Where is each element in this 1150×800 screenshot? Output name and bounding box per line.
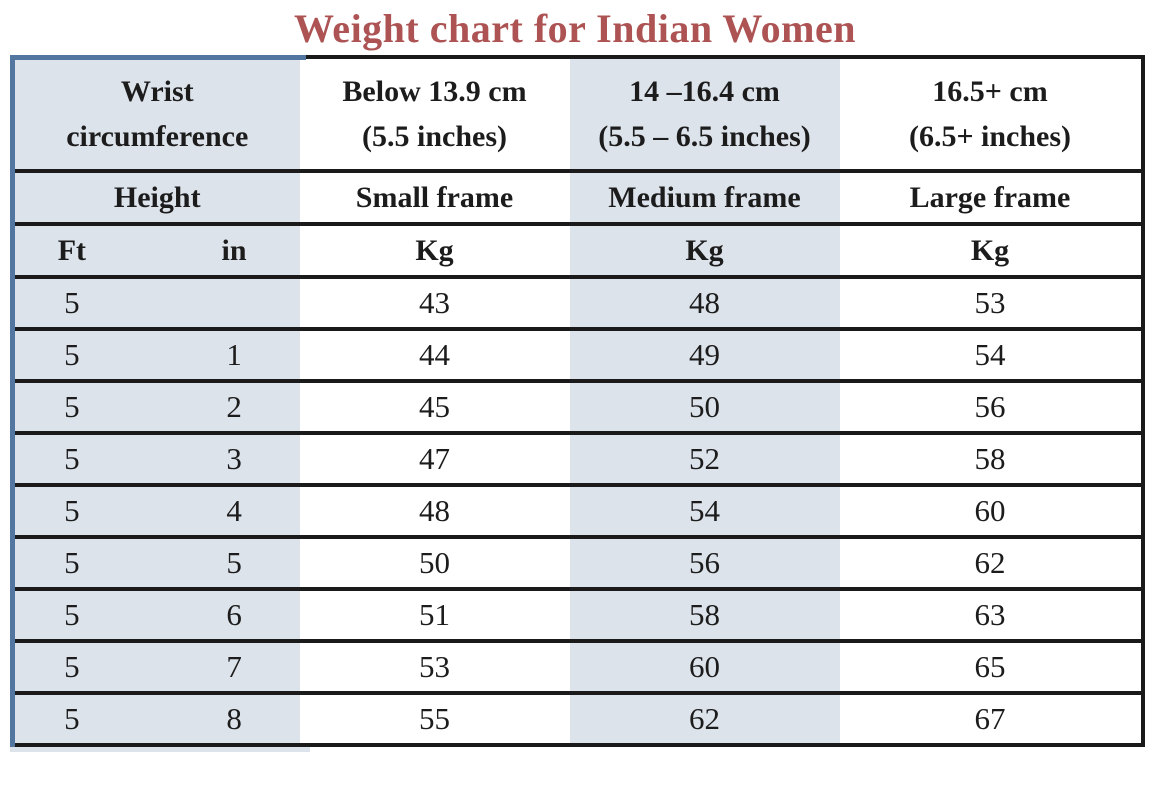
header-line: Wrist	[120, 75, 194, 108]
large-frame-kg-cell: 56	[974, 389, 1006, 424]
small-frame-kg-cell: 45	[419, 389, 450, 424]
table-row: 5 5 50 56 62	[12, 537, 1143, 589]
in-value: 4	[226, 493, 242, 528]
header-line: circumference	[66, 120, 249, 153]
small-frame-kg-cell: 55	[419, 701, 450, 736]
header-line: Below 13.9 cm	[342, 75, 527, 108]
ft-value: 5	[64, 493, 80, 528]
medium-frame-kg-cell: 49	[569, 329, 840, 381]
in-value: 8	[226, 701, 242, 736]
table-row: 5 43 48 53	[12, 277, 1143, 329]
table-row: 5 2 45 50 56	[12, 381, 1143, 433]
medium-frame-kg-cell: 52	[569, 433, 840, 485]
weight-chart-table-wrap: Wrist circumference Below 13.9 cm (5.5 i…	[10, 55, 1145, 752]
height-cell: 5 6	[12, 589, 300, 641]
medium-frame-kg-cell: 60	[569, 641, 840, 693]
height-cell: 5 3	[12, 433, 300, 485]
table-row: 5 4 48 54 60	[12, 485, 1143, 537]
large-range-header-cell: 16.5+ cm (6.5+ inches)	[840, 57, 1143, 171]
small-range-header-cell: Below 13.9 cm (5.5 inches)	[300, 57, 570, 171]
table-row: 5 8 55 62 67	[12, 693, 1143, 745]
ft-unit-label: Ft	[57, 233, 87, 267]
header-line: (5.5 – 6.5 inches)	[598, 120, 811, 153]
large-frame-header-cell: Large frame	[909, 180, 1071, 214]
small-frame-kg-cell: 51	[419, 597, 450, 632]
in-value: 2	[226, 389, 242, 424]
large-frame-kg-cell: 54	[974, 337, 1006, 372]
page-title: Weight chart for Indian Women	[294, 6, 856, 51]
large-frame-kg-cell: 53	[974, 285, 1006, 320]
height-cell: 5 1	[12, 329, 300, 381]
header-line: 16.5+ cm	[932, 75, 1048, 108]
small-frame-kg-cell: 47	[419, 441, 450, 476]
large-frame-kg-cell: 60	[974, 493, 1006, 528]
medium-range-header-cell: 14 –16.4 cm (5.5 – 6.5 inches)	[569, 57, 840, 171]
medium-frame-kg-cell: 54	[569, 485, 840, 537]
height-cell: 5 7	[12, 641, 300, 693]
ft-value: 5	[64, 389, 80, 424]
ft-value: 5	[64, 337, 80, 372]
ft-value: 5	[64, 285, 80, 320]
height-cell: 5 5	[12, 537, 300, 589]
ft-value: 5	[64, 701, 80, 736]
weight-chart-table: Wrist circumference Below 13.9 cm (5.5 i…	[10, 55, 1145, 747]
small-frame-kg-cell: 53	[419, 649, 450, 684]
medium-frame-kg-cell: 56	[569, 537, 840, 589]
small-frame-header-cell: Small frame	[355, 180, 514, 214]
medium-frame-kg-cell: 48	[569, 277, 840, 329]
small-frame-kg-cell: 50	[419, 545, 450, 580]
table-row: 5 7 53 60 65	[12, 641, 1143, 693]
in-value: 5	[226, 545, 242, 580]
ft-value: 5	[64, 441, 80, 476]
large-frame-kg-cell: 58	[974, 441, 1006, 476]
in-value: 1	[226, 337, 242, 372]
height-cell: 5 8	[12, 693, 300, 745]
header-row-units: Ft in Kg Kg Kg	[12, 224, 1143, 277]
kg-unit-cell-small: Kg	[415, 233, 454, 267]
ft-value: 5	[64, 545, 80, 580]
in-value: 3	[226, 441, 242, 476]
header-row-wrist-ranges: Wrist circumference Below 13.9 cm (5.5 i…	[12, 57, 1143, 171]
in-value: 7	[226, 649, 242, 684]
table-top-left-edge-strip	[10, 55, 306, 60]
height-cell: 5	[12, 277, 300, 329]
height-cell: 5 2	[12, 381, 300, 433]
table-row: 5 3 47 52 58	[12, 433, 1143, 485]
kg-unit-cell-large: Kg	[970, 233, 1010, 267]
large-frame-kg-cell: 62	[974, 545, 1006, 580]
ft-value: 5	[64, 597, 80, 632]
small-frame-kg-cell: 44	[419, 337, 450, 372]
small-frame-kg-cell: 48	[419, 493, 450, 528]
height-cell: 5 4	[12, 485, 300, 537]
in-value: 6	[226, 597, 242, 632]
small-frame-kg-cell: 43	[419, 285, 450, 320]
medium-frame-kg-cell: 58	[569, 589, 840, 641]
header-line: (6.5+ inches)	[908, 120, 1072, 153]
height-header-cell: Height	[12, 171, 300, 224]
table-bottom-left-edge-strip	[10, 747, 310, 752]
ft-value: 5	[64, 649, 80, 684]
header-line: (5.5 inches)	[362, 120, 507, 153]
large-frame-kg-cell: 65	[974, 649, 1006, 684]
medium-frame-header-cell: Medium frame	[569, 171, 840, 224]
header-row-frames: Height Small frame Medium frame Large fr…	[12, 171, 1143, 224]
kg-unit-cell-medium: Kg	[569, 224, 840, 277]
medium-frame-kg-cell: 50	[569, 381, 840, 433]
header-line: 14 –16.4 cm	[629, 75, 780, 108]
medium-frame-kg-cell: 62	[569, 693, 840, 745]
wrist-circumference-header-cell: Wrist circumference	[12, 57, 300, 171]
large-frame-kg-cell: 63	[974, 597, 1006, 632]
height-units-cell: Ft in	[12, 224, 300, 277]
in-unit-label: in	[221, 233, 247, 267]
table-row: 5 6 51 58 63	[12, 589, 1143, 641]
large-frame-kg-cell: 67	[974, 701, 1006, 736]
table-row: 5 1 44 49 54	[12, 329, 1143, 381]
